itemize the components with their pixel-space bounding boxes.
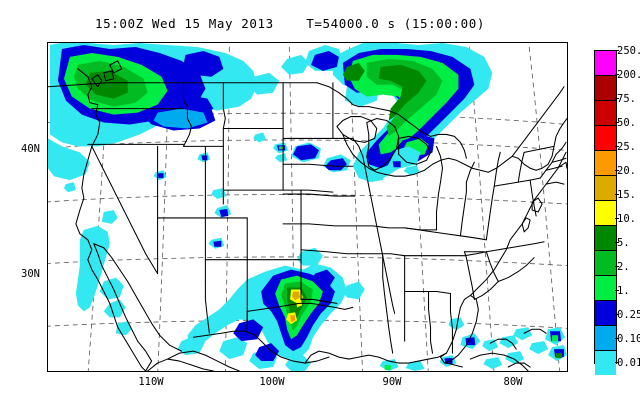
colorbar-tick-0.25: 0.25	[617, 309, 640, 321]
colorbar-tick-15.: 15.	[617, 189, 636, 201]
colorbar-band-10.-15.	[595, 200, 616, 225]
colorbar-band-75.-200.	[595, 75, 616, 100]
colorbar-labels: 250. 200. 75. 50. 25. 20. 15. 10. 5. 2. 1. 0.25 0.10…	[617, 46, 640, 369]
geography-outlines	[48, 60, 567, 371]
colorbar-tick-200.: 200.	[617, 69, 640, 81]
colorbar-band-5.-10.	[595, 225, 616, 250]
colorbar-tickmark	[615, 314, 619, 315]
colorbar-tickmark	[615, 50, 619, 51]
precip-great-lakes-northeast	[281, 43, 493, 183]
map-canvas	[48, 43, 567, 371]
colorbar-tick-75.: 75.	[617, 93, 636, 105]
colorbar	[594, 50, 617, 375]
colorbar-tickmark	[615, 146, 619, 147]
colorbar-band-1.-2.	[595, 275, 616, 300]
y-tick-label-30n: 30N	[21, 268, 40, 280]
colorbar-band-25.-50.	[595, 125, 616, 150]
colorbar-tickmark	[615, 290, 619, 291]
colorbar-tick-1.: 1.	[617, 285, 630, 297]
colorbar-tickmark	[615, 194, 619, 195]
precip-scattered-cells	[153, 132, 420, 249]
colorbar-tick-50.: 50.	[617, 117, 636, 129]
x-tick-label-110w: 110W	[138, 376, 164, 388]
colorbar-band-0.10-0.25	[595, 325, 616, 350]
colorbar-tick-250.: 250.	[617, 45, 640, 57]
colorbar-tickmark	[615, 98, 619, 99]
precip-pacific-northwest	[48, 43, 280, 193]
colorbar-tick-20.: 20.	[617, 165, 636, 177]
colorbar-tick-0.01: 0.01	[617, 357, 640, 369]
colorbar-tick-0.10: 0.10	[617, 333, 640, 345]
colorbar-band-15.-20.	[595, 175, 616, 200]
figure-title: 15:00Z Wed 15 May 2013 T=54000.0 s (15:0…	[94, 16, 486, 31]
precip-central-texas	[177, 247, 365, 371]
x-tick-label-100w: 100W	[259, 376, 285, 388]
y-tick-label-40n: 40N	[21, 143, 40, 155]
colorbar-tickmark	[615, 338, 619, 339]
colorbar-tickmark	[615, 74, 619, 75]
colorbar-tickmark	[615, 242, 619, 243]
colorbar-band-50.-75.	[595, 100, 616, 125]
colorbar-tick-10.: 10.	[617, 213, 636, 225]
colorbar-band-20.-25.	[595, 150, 616, 175]
colorbar-band-200.-250.	[595, 51, 616, 75]
x-tick-label-90w: 90W	[382, 376, 402, 388]
colorbar-band-0.01-0.10	[595, 350, 616, 375]
map-plot-area	[47, 42, 568, 372]
colorbar-tick-5.: 5.	[617, 237, 630, 249]
precip-baja-california	[75, 209, 132, 336]
colorbar-tickmark	[615, 170, 619, 171]
colorbar-tick-25.: 25.	[617, 141, 636, 153]
colorbar-band-0.25-1.	[595, 300, 616, 325]
colorbar-tickmark	[615, 122, 619, 123]
x-tick-label-80w: 80W	[503, 376, 523, 388]
colorbar-band-2.-5.	[595, 250, 616, 275]
colorbar-tickmark	[615, 218, 619, 219]
colorbar-tick-2.: 2.	[617, 261, 630, 273]
colorbar-tickmark	[615, 266, 619, 267]
colorbar-tickmark	[615, 362, 619, 363]
